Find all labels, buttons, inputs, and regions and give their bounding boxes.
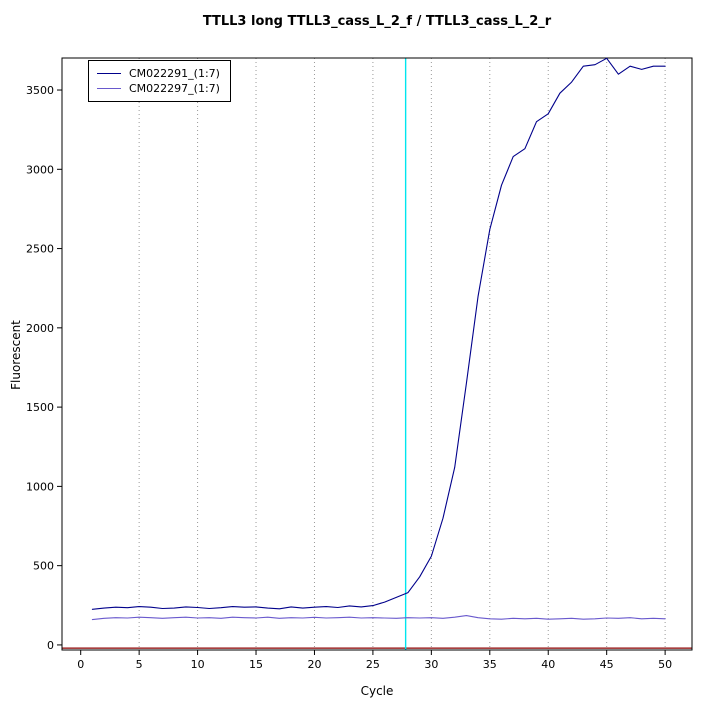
- svg-text:40: 40: [541, 658, 555, 671]
- svg-text:20: 20: [307, 658, 321, 671]
- y-axis-label: Fluorescent: [9, 320, 23, 390]
- chart-title: TTLL3 long TTLL3_cass_L_2_f / TTLL3_cass…: [202, 14, 552, 29]
- svg-text:35: 35: [483, 658, 497, 671]
- svg-text:500: 500: [33, 560, 54, 573]
- legend-label: CM022297_(1:7): [129, 82, 220, 95]
- legend-item: CM022291_(1:7): [97, 66, 220, 81]
- svg-text:30: 30: [424, 658, 438, 671]
- svg-text:10: 10: [191, 658, 205, 671]
- svg-text:15: 15: [249, 658, 263, 671]
- legend: CM022291_(1:7) CM022297_(1:7): [88, 60, 231, 102]
- svg-text:0: 0: [47, 639, 54, 652]
- svg-text:0: 0: [77, 658, 84, 671]
- svg-text:3500: 3500: [26, 84, 54, 97]
- legend-label: CM022291_(1:7): [129, 67, 220, 80]
- svg-text:25: 25: [366, 658, 380, 671]
- svg-text:45: 45: [600, 658, 614, 671]
- svg-text:1500: 1500: [26, 401, 54, 414]
- svg-text:1000: 1000: [26, 480, 54, 493]
- legend-item: CM022297_(1:7): [97, 81, 220, 96]
- svg-text:2500: 2500: [26, 243, 54, 256]
- series-line-icon: [97, 73, 121, 74]
- svg-text:50: 50: [658, 658, 672, 671]
- svg-text:2000: 2000: [26, 322, 54, 335]
- svg-text:3000: 3000: [26, 163, 54, 176]
- svg-text:5: 5: [136, 658, 143, 671]
- series-line-icon: [97, 88, 121, 89]
- x-axis-label: Cycle: [360, 684, 394, 698]
